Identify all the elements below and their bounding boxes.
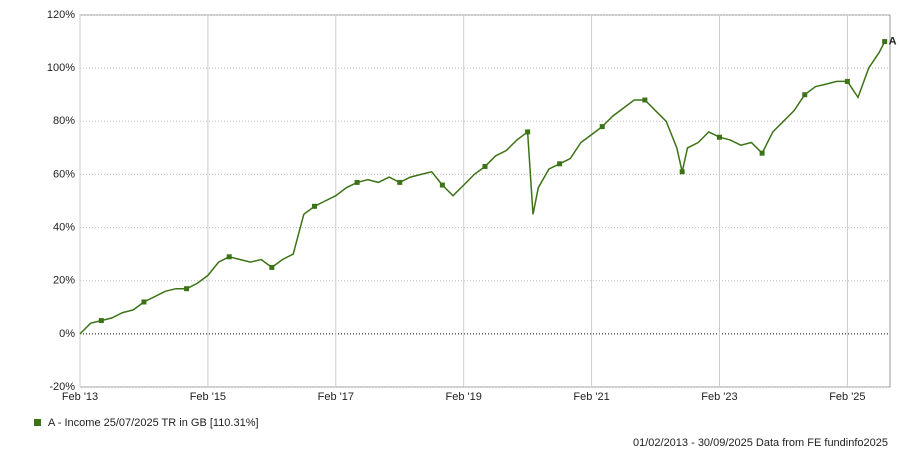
point-marker [557,161,563,167]
footer: 01/02/2013 - 30/09/2025 Data from FE fun… [633,437,888,449]
point-marker [269,264,275,270]
point-marker [759,150,765,156]
legend-label: A - Income 25/07/2025 TR in GB [110.31%] [48,417,259,429]
point-marker [439,182,445,188]
point-marker [98,318,104,324]
point-marker [311,203,317,209]
y-tick-label: 0% [59,328,75,340]
y-tick-label: 80% [53,115,75,127]
point-marker [397,179,403,185]
point-marker [844,78,850,84]
y-tick-label: 40% [53,221,75,233]
x-tick-label: Feb '23 [701,391,737,403]
point-marker [354,179,360,185]
x-tick-label: Feb '13 [62,391,98,403]
point-marker [802,92,808,98]
x-tick-label: Feb '17 [318,391,354,403]
point-marker [482,163,488,169]
point-marker [141,299,147,305]
x-tick-label: Feb '19 [446,391,482,403]
plot-area [79,14,891,388]
point-marker [525,129,531,135]
point-marker [184,286,190,292]
x-tick-label: Feb '15 [190,391,226,403]
x-tick-label: Feb '21 [573,391,609,403]
series-line [79,41,886,335]
y-tick-label: -20% [49,381,75,393]
y-tick-label: 20% [53,275,75,287]
y-tick-label: 100% [47,62,75,74]
point-marker [226,254,232,260]
point-marker [599,124,605,130]
y-tick-label: 60% [53,168,75,180]
y-tick-label: 120% [47,9,75,21]
point-marker [679,169,685,175]
x-tick-label: Feb '25 [829,391,865,403]
legend-marker [34,419,41,426]
point-marker [716,134,722,140]
end-label: A [889,35,897,47]
point-marker [882,39,888,45]
point-marker [642,97,648,103]
